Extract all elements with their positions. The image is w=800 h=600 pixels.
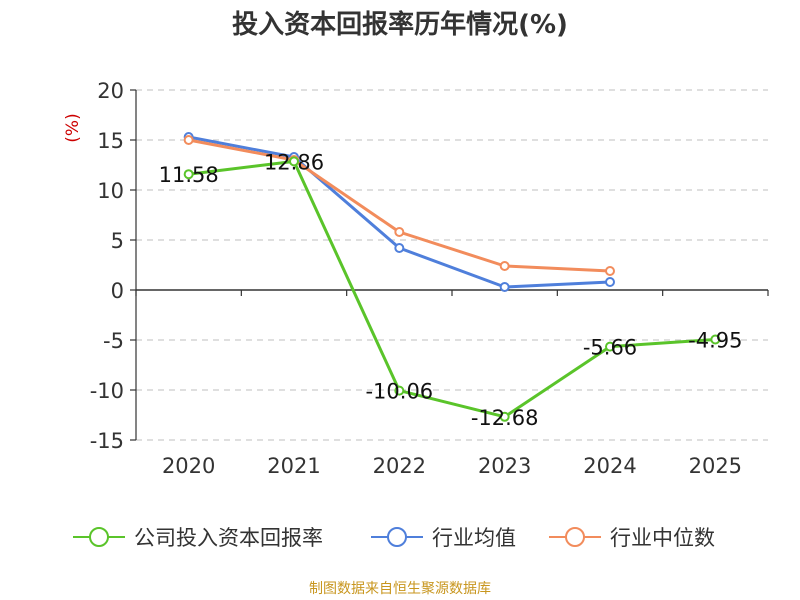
data-point-company (710, 334, 721, 345)
y-tick-label: 5 (111, 229, 124, 253)
data-label: -12.68 (471, 406, 539, 430)
series-line-industry_avg (188, 135, 611, 289)
x-tick-label: 2022 (373, 454, 426, 478)
data-point-industry_median (183, 135, 194, 145)
y-tick-label: 15 (97, 129, 124, 153)
data-label: -5.66 (583, 336, 637, 360)
data-point-industry_median (394, 227, 405, 237)
legend-item-industry-median[interactable]: 行业中位数 (548, 520, 715, 554)
data-label: -4.95 (688, 329, 742, 353)
y-axis-label: (%) (63, 113, 83, 142)
data-point-company (499, 411, 510, 422)
legend-item-company[interactable]: 公司投入资本回报率 (72, 520, 323, 554)
y-tick-label: -5 (103, 329, 124, 353)
legend-marker-industry-avg (371, 527, 423, 547)
legend-item-industry-avg[interactable]: 行业均值 (370, 520, 516, 554)
data-point-company (289, 156, 299, 167)
legend-label-industry-avg: 行业均值 (432, 526, 516, 550)
legend-label-industry-median: 行业中位数 (610, 526, 715, 550)
data-point-company (605, 341, 615, 352)
x-tick-label: 2024 (583, 454, 636, 478)
x-tick-label: 2025 (689, 454, 742, 478)
y-tick-label: 20 (97, 79, 124, 103)
series-line-company (188, 159, 716, 419)
data-point-industry_median (605, 266, 615, 276)
data-point-industry_avg (499, 282, 510, 292)
data-label: -10.06 (365, 380, 433, 404)
data-label: 12.86 (264, 150, 324, 174)
data-point-industry_median (499, 261, 510, 271)
y-tick-label: -15 (90, 429, 124, 453)
y-tick-label: 10 (97, 179, 124, 203)
y-tick-label: 0 (111, 279, 124, 303)
legend-marker-company (73, 527, 125, 547)
data-label: 11.58 (159, 163, 219, 187)
legend-marker-industry-median (549, 527, 601, 547)
legend-label-company: 公司投入资本回报率 (134, 526, 323, 550)
source-note: 制图数据来自恒生聚源数据库 (309, 581, 491, 597)
x-tick-label: 2020 (162, 454, 215, 478)
data-point-company (183, 169, 194, 180)
data-point-industry_avg (394, 243, 405, 253)
x-tick-label: 2021 (267, 454, 320, 478)
data-point-company (394, 385, 405, 396)
y-tick-label: -10 (90, 379, 124, 403)
data-point-industry_avg (605, 277, 615, 287)
x-tick-label: 2023 (478, 454, 531, 478)
chart-title: 投入资本回报率历年情况(%) (232, 10, 568, 40)
